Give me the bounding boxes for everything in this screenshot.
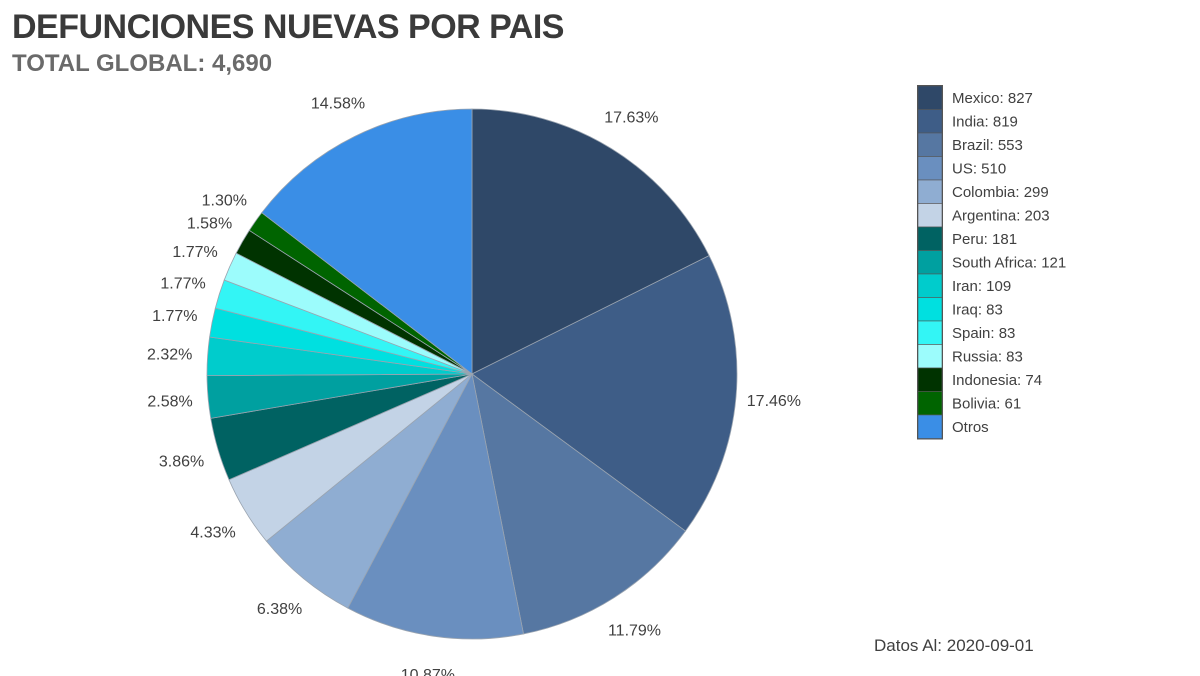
pie-label-otros: 14.58% bbox=[311, 95, 365, 112]
legend-label-spain: Spain: 83 bbox=[952, 325, 1015, 342]
pie-label-colombia: 6.38% bbox=[257, 601, 302, 618]
legend-swatch-iraq bbox=[917, 297, 943, 322]
legend-label-india: India: 819 bbox=[952, 113, 1018, 130]
legend-swatch-otros bbox=[917, 414, 943, 439]
pie-label-iraq: 1.77% bbox=[152, 308, 197, 325]
pie-label-iran: 2.32% bbox=[147, 347, 192, 364]
pie-label-spain: 1.77% bbox=[160, 276, 205, 293]
legend-swatch-peru bbox=[917, 226, 943, 251]
pie-labels: 17.63% 17.46% 11.79% 10.87% 6.38% 4.33% 3.86% 2… bbox=[147, 95, 801, 676]
legend-swatch-spain bbox=[917, 320, 943, 345]
legend-swatch-argentina bbox=[917, 203, 943, 228]
legend-label-south-africa: South Africa: 121 bbox=[952, 254, 1066, 271]
pie-label-argentina: 4.33% bbox=[190, 525, 235, 542]
legend-label-colombia: Colombia: 299 bbox=[952, 184, 1049, 201]
pie-label-south-africa: 2.58% bbox=[147, 393, 192, 410]
chart-legend: Mexico: 827 India: 819 Brazil: 553 US: 510 C… bbox=[917, 85, 1066, 440]
pie-slice-india bbox=[471, 255, 738, 532]
legend-swatch-indonesia bbox=[917, 367, 943, 392]
pie-slice-us bbox=[347, 372, 524, 640]
legend-swatch-brazil bbox=[917, 132, 943, 157]
pie-label-brazil: 11.79% bbox=[608, 623, 661, 640]
legend-label-otros: Otros bbox=[952, 419, 989, 436]
pie-slice-brazil bbox=[471, 373, 687, 635]
legend-swatch-us bbox=[917, 156, 943, 181]
legend-swatch-colombia bbox=[917, 179, 943, 204]
pie-label-us: 10.87% bbox=[401, 667, 455, 676]
legend-label-iraq: Iraq: 83 bbox=[952, 301, 1003, 318]
legend-label-peru: Peru: 181 bbox=[952, 231, 1017, 248]
legend-frame bbox=[917, 85, 943, 440]
page-subtitle: TOTAL GLOBAL: 4,690 bbox=[12, 50, 273, 77]
legend-swatch-mexico bbox=[917, 85, 943, 110]
legend-swatch-india bbox=[917, 109, 943, 134]
legend-label-mexico: Mexico: 827 bbox=[952, 90, 1033, 107]
data-date: Datos Al: 2020-09-01 bbox=[874, 636, 1034, 655]
pie-label-mexico: 17.63% bbox=[604, 109, 658, 126]
legend-swatch-russia bbox=[917, 344, 943, 369]
pie-label-indonesia: 1.58% bbox=[187, 216, 232, 233]
pie-slices bbox=[206, 108, 738, 640]
pie-slice-mexico bbox=[471, 108, 710, 375]
pie-label-india: 17.46% bbox=[747, 393, 801, 410]
legend-label-bolivia: Bolivia: 61 bbox=[952, 395, 1021, 412]
legend-label-russia: Russia: 83 bbox=[952, 348, 1023, 365]
legend-label-brazil: Brazil: 553 bbox=[952, 137, 1023, 154]
legend-label-indonesia: Indonesia: 74 bbox=[952, 372, 1042, 389]
legend-swatch-bolivia bbox=[917, 391, 943, 416]
pie-label-peru: 3.86% bbox=[159, 454, 204, 471]
legend-swatch-south-africa bbox=[917, 250, 943, 275]
pie-label-russia: 1.77% bbox=[172, 244, 217, 261]
legend-label-iran: Iran: 109 bbox=[952, 278, 1011, 295]
pie-slice-otros bbox=[261, 108, 473, 375]
legend-swatch-iran bbox=[917, 273, 943, 298]
page-title: DEFUNCIONES NUEVAS POR PAIS bbox=[12, 8, 564, 46]
legend-label-argentina: Argentina: 203 bbox=[952, 207, 1050, 224]
pie-label-bolivia: 1.30% bbox=[202, 193, 247, 210]
legend-label-us: US: 510 bbox=[952, 160, 1006, 177]
